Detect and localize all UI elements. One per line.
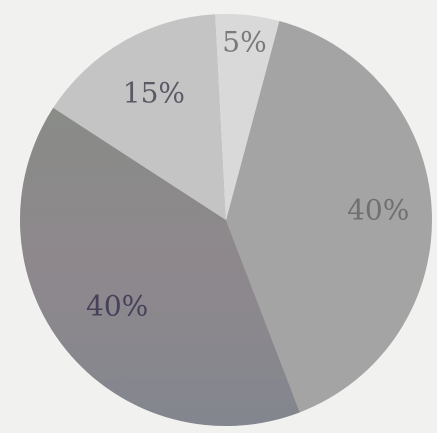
pie-label-3: 5%	[222, 25, 266, 58]
pie-slice-1-tint	[19, 107, 300, 427]
pie-label-2: 15%	[123, 77, 185, 110]
pie-label-0: 40%	[347, 194, 409, 227]
pie-label-1: 40%	[86, 290, 148, 323]
pie-slices	[19, 13, 433, 427]
pie-slice-3	[215, 13, 280, 220]
pie-slice-2	[53, 14, 227, 220]
pie-slice-0	[226, 21, 433, 413]
pie-labels: 40% 40% 15% 5%	[86, 25, 409, 322]
